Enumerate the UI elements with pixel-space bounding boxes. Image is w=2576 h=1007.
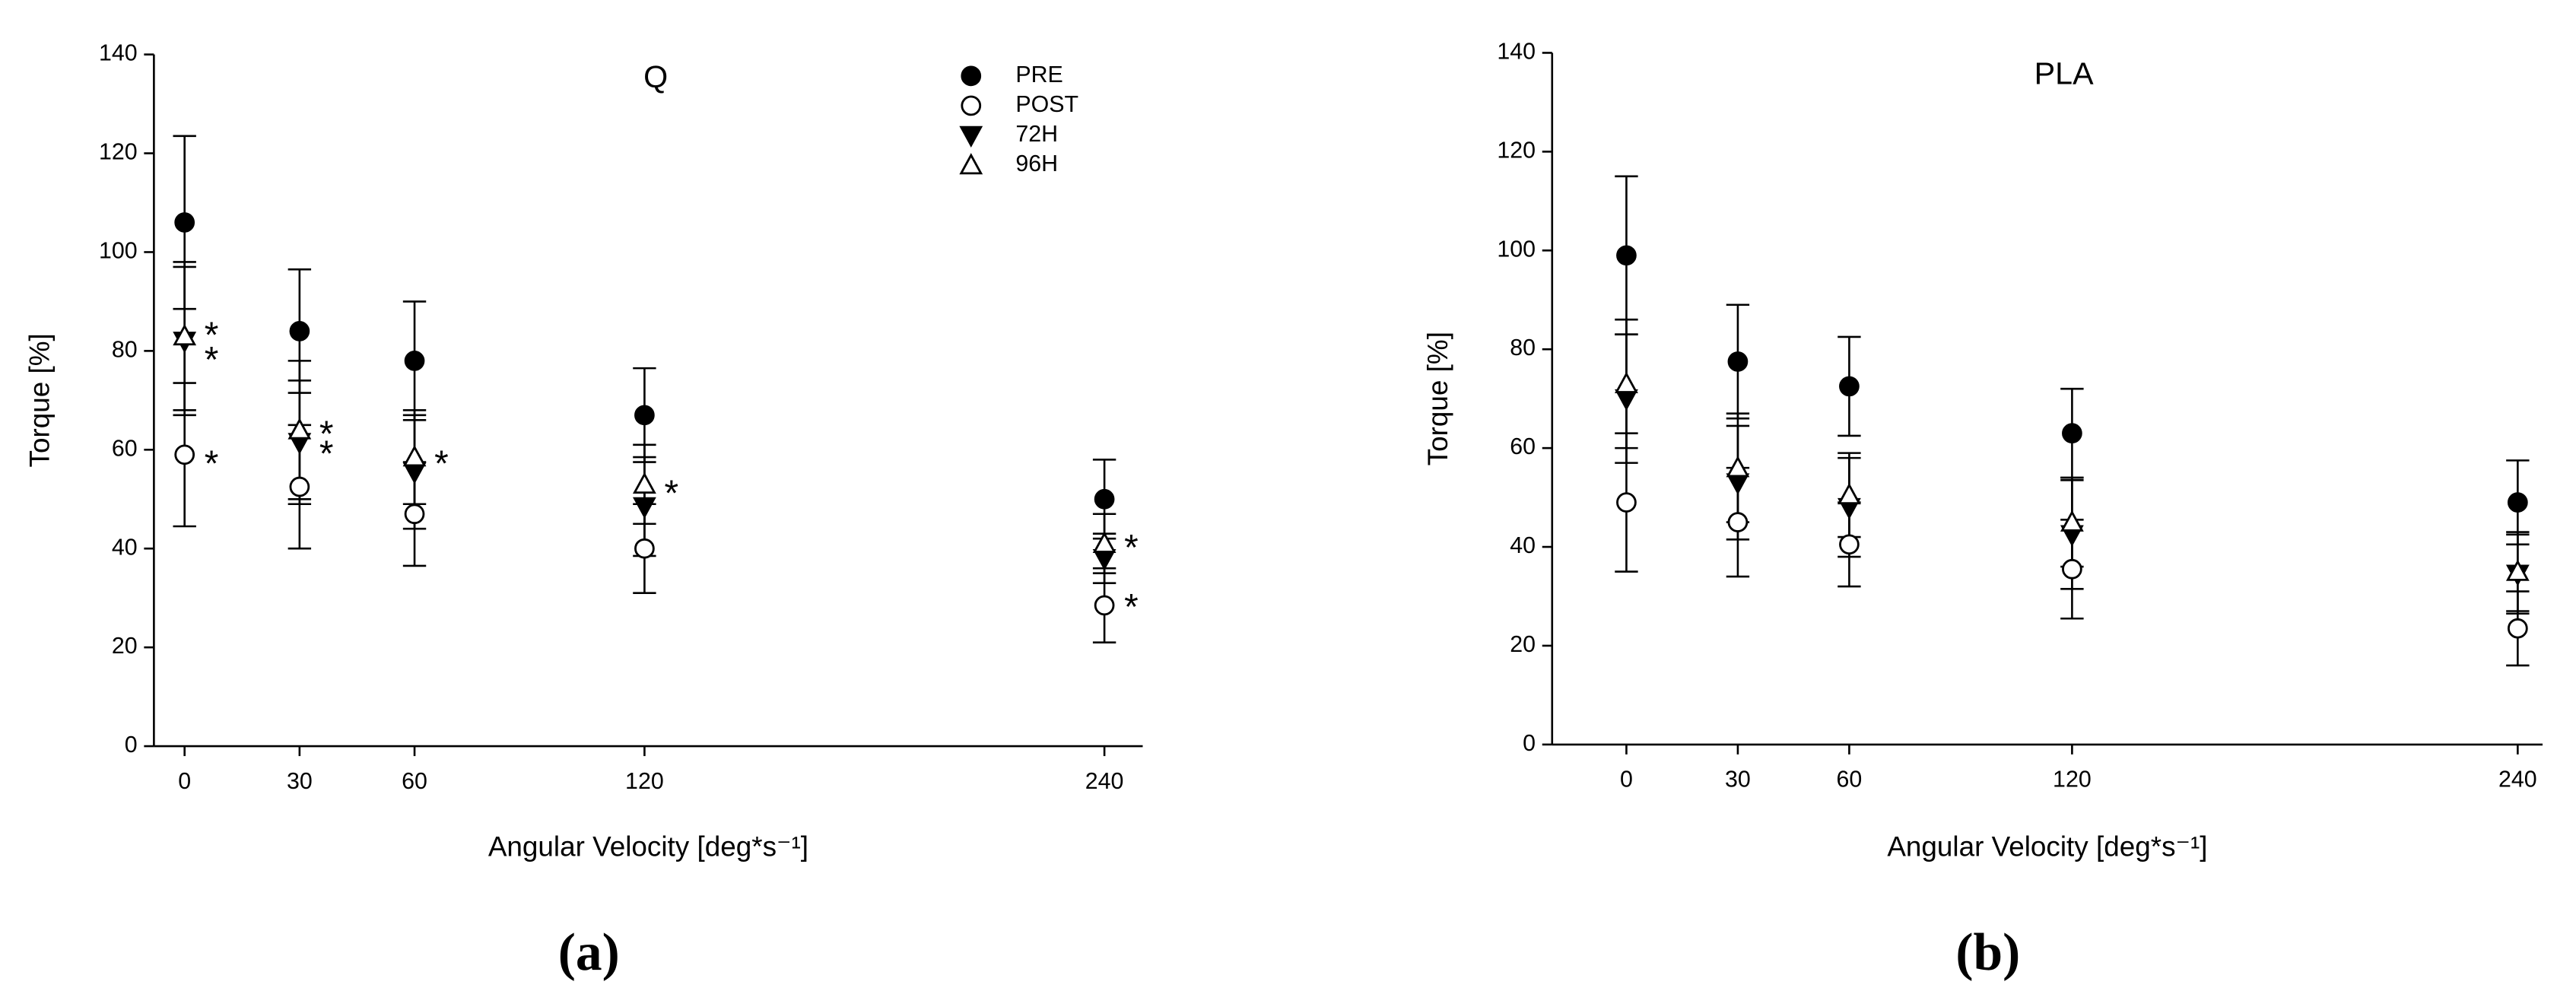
- annotation: *: [319, 415, 334, 455]
- annotation: *: [319, 434, 334, 475]
- legend-label: 72H: [1015, 121, 1058, 147]
- y-tick-label: 0: [1523, 730, 1536, 756]
- marker: [174, 444, 195, 465]
- legend-label: 96H: [1015, 151, 1058, 176]
- marker: [959, 125, 983, 148]
- marker: [1616, 245, 1637, 266]
- annotation: *: [664, 474, 678, 514]
- y-tick-label: 60: [112, 435, 138, 461]
- marker: [634, 538, 655, 559]
- y-tick-label: 20: [112, 633, 138, 659]
- annotation: *: [205, 340, 219, 380]
- marker: [2508, 492, 2528, 513]
- y-tick-label: 60: [1510, 434, 1536, 459]
- marker: [1092, 531, 1116, 553]
- marker: [959, 153, 983, 175]
- y-tick-label: 140: [99, 40, 138, 66]
- marker: [173, 323, 197, 346]
- marker: [961, 95, 982, 116]
- marker: [632, 472, 656, 494]
- marker: [632, 497, 656, 519]
- y-tick-label: 80: [112, 336, 138, 362]
- marker: [2062, 423, 2082, 443]
- annotation: *: [1124, 587, 1139, 627]
- x-tick-label: 240: [1085, 768, 1124, 794]
- legend-label: PRE: [1015, 62, 1062, 87]
- y-tick-label: 20: [1510, 631, 1536, 657]
- marker: [289, 321, 310, 341]
- x-axis-label: Angular Velocity [deg*s⁻¹]: [1887, 831, 2207, 862]
- marker: [961, 65, 982, 87]
- y-tick-label: 100: [1497, 236, 1536, 262]
- marker: [287, 418, 312, 440]
- annotation: *: [434, 444, 449, 484]
- y-tick-label: 100: [99, 237, 138, 263]
- marker: [1839, 534, 1860, 555]
- y-tick-label: 120: [1497, 137, 1536, 163]
- marker: [289, 476, 310, 497]
- y-axis-label: Torque [%]: [1422, 332, 1453, 465]
- marker: [174, 212, 195, 233]
- marker: [1616, 492, 1637, 513]
- marker: [1094, 488, 1115, 510]
- annotation: *: [1124, 528, 1139, 568]
- marker: [402, 445, 427, 467]
- x-axis-label: Angular Velocity [deg*s⁻¹]: [488, 831, 808, 862]
- marker: [634, 405, 655, 426]
- y-axis-label: Torque [%]: [24, 333, 56, 467]
- x-tick-label: 120: [2053, 767, 2092, 793]
- panel-label: (a): [558, 923, 620, 982]
- x-tick-label: 30: [287, 768, 313, 794]
- x-tick-label: 0: [1620, 767, 1633, 793]
- marker: [1727, 351, 1749, 372]
- y-tick-label: 0: [125, 732, 138, 758]
- annotation: *: [205, 444, 219, 484]
- x-tick-label: 240: [2498, 767, 2537, 793]
- marker: [404, 504, 425, 525]
- marker: [1615, 371, 1638, 393]
- marker: [2062, 558, 2082, 580]
- chart-title: PLA: [2034, 56, 2094, 91]
- marker: [2505, 559, 2530, 581]
- y-tick-label: 40: [1510, 532, 1536, 558]
- marker: [2060, 510, 2084, 532]
- marker: [1838, 482, 1861, 505]
- marker: [1839, 376, 1860, 397]
- marker: [404, 351, 425, 371]
- marker: [1094, 595, 1115, 616]
- legend-label: POST: [1015, 91, 1078, 117]
- annotation: *: [205, 316, 219, 356]
- y-tick-label: 80: [1510, 335, 1536, 361]
- y-tick-label: 140: [1497, 38, 1536, 64]
- panel-label: (b): [1955, 923, 2020, 982]
- marker: [1726, 456, 1750, 478]
- marker: [1727, 512, 1749, 532]
- x-tick-label: 120: [625, 768, 664, 794]
- x-tick-label: 60: [1837, 767, 1863, 793]
- marker: [2508, 618, 2528, 639]
- x-tick-label: 0: [178, 768, 191, 794]
- y-tick-label: 120: [99, 139, 138, 165]
- x-tick-label: 30: [1725, 767, 1751, 793]
- chart-title: Q: [643, 59, 668, 94]
- y-tick-label: 40: [112, 534, 138, 560]
- x-tick-label: 60: [402, 768, 427, 794]
